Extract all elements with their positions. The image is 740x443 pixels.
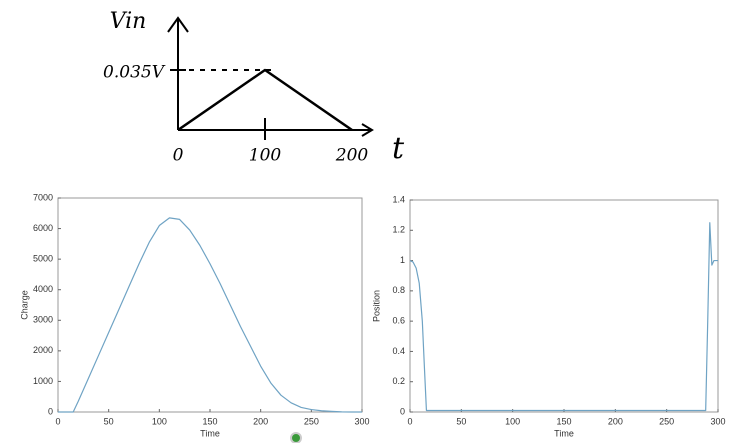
- x-tick-label: 0: [407, 416, 412, 426]
- x-tick-label: 100: [152, 416, 167, 426]
- data-line: [58, 217, 362, 413]
- x-tick-label: 0: [55, 416, 60, 426]
- plot-area: [409, 199, 719, 413]
- x-tick-label: 50: [456, 416, 466, 426]
- y-tick-label: 0.2: [392, 376, 405, 386]
- x-axis-label: t: [392, 131, 405, 166]
- y-tick-label: 0: [400, 406, 405, 416]
- sketch-line: [177, 68, 353, 132]
- x-tick-label: 300: [710, 416, 725, 426]
- y-tick-label: 1: [400, 255, 405, 265]
- x-tick-label: 200: [608, 416, 623, 426]
- y-tick-label: 0.6: [392, 316, 405, 326]
- x-tick-label: 200: [335, 146, 369, 166]
- x-axis-label: Time: [200, 428, 220, 438]
- x-tick-label: 100: [505, 416, 520, 426]
- y-tick-label: 0: [48, 406, 53, 416]
- y-tick-label: 1000: [33, 376, 53, 386]
- y-tick-label: 0.8: [392, 285, 405, 295]
- y-tick-label: 0.035V: [103, 63, 166, 83]
- y-axis-label: Vin: [110, 9, 147, 34]
- sketch-x-arrow: [361, 123, 374, 137]
- y-tick-label: 4000: [33, 284, 53, 294]
- x-tick-label: 300: [354, 416, 369, 426]
- y-axis-label: Charge: [19, 290, 29, 320]
- cursor-dot: [290, 432, 302, 443]
- x-tick-label: 200: [253, 416, 268, 426]
- y-tick-label: 3000: [33, 315, 53, 325]
- y-tick-label: 0.4: [392, 346, 405, 356]
- y-tick-label: 7000: [33, 192, 53, 202]
- data-line: [409, 222, 718, 412]
- x-tick-label: 50: [104, 416, 114, 426]
- x-axis-label: Time: [554, 428, 574, 438]
- x-tick-label: 250: [659, 416, 674, 426]
- sketch-y-arrow: [167, 16, 189, 33]
- x-tick-label: 150: [556, 416, 571, 426]
- x-tick-label: 100: [249, 146, 282, 166]
- y-tick-label: 1.4: [392, 194, 405, 204]
- x-tick-label: 0: [173, 146, 184, 166]
- x-tick-label: 250: [304, 416, 319, 426]
- y-tick-label: 6000: [33, 223, 53, 233]
- y-tick-label: 1.2: [392, 225, 405, 235]
- x-tick-label: 150: [202, 416, 217, 426]
- plot-area: [57, 197, 363, 413]
- y-tick-label: 2000: [33, 345, 53, 355]
- y-tick-label: 5000: [33, 254, 53, 264]
- y-axis-label: Position: [371, 290, 381, 322]
